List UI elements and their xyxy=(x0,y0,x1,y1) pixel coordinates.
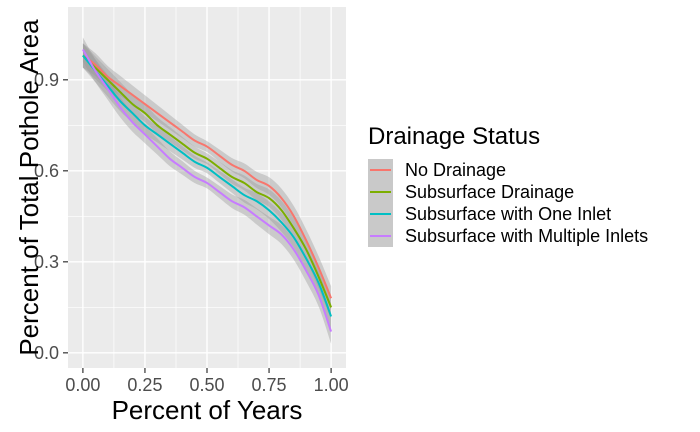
y-tick-label: 0.0 xyxy=(34,343,59,363)
y-tick-label: 0.6 xyxy=(34,161,59,181)
major-gridlines xyxy=(68,7,346,368)
confidence-band xyxy=(82,43,332,311)
series-line xyxy=(82,54,333,308)
x-axis-title: Percent of Years xyxy=(112,395,303,425)
x-tick-label: 0.00 xyxy=(65,375,100,395)
y-axis-title: Percent of Total Pothole Area xyxy=(14,19,44,356)
series-line xyxy=(82,54,333,317)
series-line xyxy=(82,48,333,332)
series-line xyxy=(82,54,333,299)
legend-label: Subsurface with Multiple Inlets xyxy=(405,226,648,246)
y-tick-label: 0.9 xyxy=(34,70,59,90)
y-axis-ticks: 0.0 0.3 0.6 0.9 xyxy=(34,70,68,363)
y-tick-label: 0.3 xyxy=(34,252,59,272)
legend-label: Subsurface Drainage xyxy=(405,182,574,202)
series-lines xyxy=(82,48,333,332)
legend-label: Subsurface with One Inlet xyxy=(405,204,611,224)
legend-title: Drainage Status xyxy=(368,123,540,150)
x-tick-label: 0.75 xyxy=(252,375,287,395)
x-tick-label: 0.25 xyxy=(127,375,162,395)
x-axis-ticks: 0.00 0.25 0.50 0.75 1.00 xyxy=(65,368,349,395)
legend-label: No Drainage xyxy=(405,160,506,180)
x-tick-label: 0.50 xyxy=(189,375,224,395)
x-tick-label: 1.00 xyxy=(314,375,349,395)
